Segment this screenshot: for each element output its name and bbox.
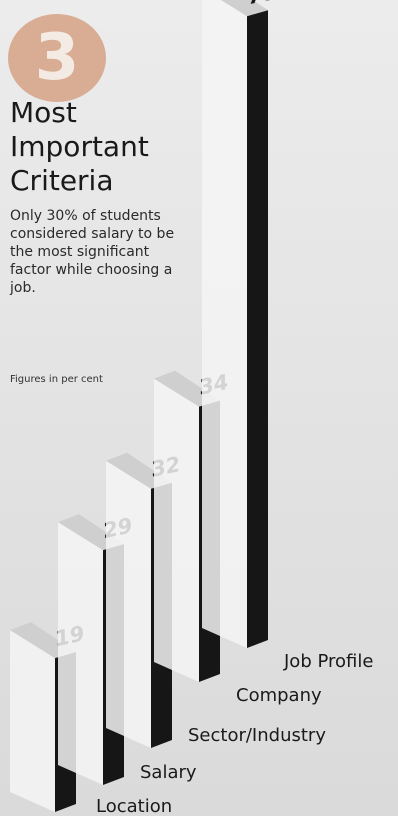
bar-shadow xyxy=(58,522,103,785)
data-label: 78 xyxy=(245,0,279,9)
bar-shadow xyxy=(10,630,55,812)
chart-title: Most Important Criteria xyxy=(10,96,185,198)
category-label: Sector/Industry xyxy=(188,725,326,746)
section-number-badge: 3 xyxy=(8,14,106,102)
bar-shadow xyxy=(106,460,151,748)
section-number: 3 xyxy=(34,21,80,95)
title-line-3: Criteria xyxy=(10,164,114,197)
bar-top-face xyxy=(220,0,268,17)
category-label: Salary xyxy=(140,762,197,783)
category-label: Location xyxy=(96,796,172,816)
title-line-2: Important xyxy=(10,130,149,163)
bar-job-profile xyxy=(247,10,268,648)
bar-shadow xyxy=(154,378,199,682)
units-note: Figures in per cent xyxy=(10,374,103,385)
category-label: Company xyxy=(236,685,322,706)
category-label: Job Profile xyxy=(283,651,373,672)
bar-shadow xyxy=(202,0,247,648)
title-line-1: Most xyxy=(10,96,77,129)
chart-description: Only 30% of students considered salary t… xyxy=(10,208,175,296)
